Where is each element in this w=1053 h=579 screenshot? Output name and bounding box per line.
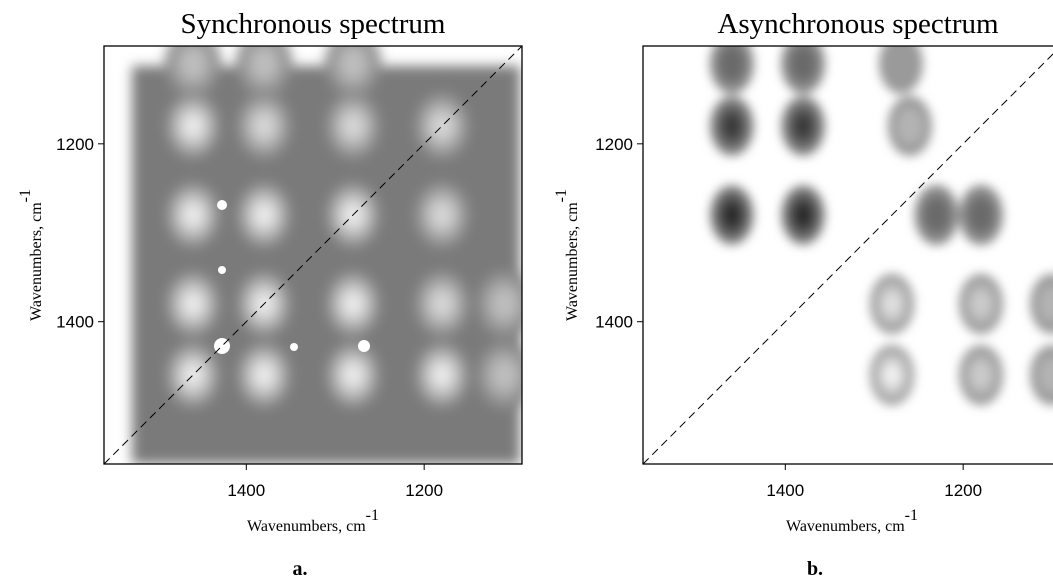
y-axis-label-synchronous: Wavenumbers, cm-1 <box>17 189 45 321</box>
contour-peak <box>184 205 201 225</box>
contour-peak <box>491 288 517 319</box>
contour-peak <box>345 365 361 385</box>
x-axis-label-asynchronous: Wavenumbers, cm-1 <box>786 507 918 535</box>
contour-peak <box>789 46 817 83</box>
panel-caption-b: b. <box>807 558 823 579</box>
plot-frame-asynchronous <box>642 45 1053 465</box>
contour-peak <box>256 365 273 385</box>
contour-peak <box>885 366 899 384</box>
x-tick-label: 1400 <box>766 481 804 500</box>
contour-peak <box>434 365 450 385</box>
x-tick-label: 1400 <box>227 481 265 500</box>
contour-peak <box>343 114 363 138</box>
contour-peak <box>796 206 810 224</box>
contour-peak <box>1038 356 1053 394</box>
sync-hole <box>358 340 370 352</box>
sync-hole <box>290 343 298 351</box>
y-tick-label: 1200 <box>56 135 94 154</box>
y-tick-label: 1200 <box>595 135 633 154</box>
contour-peak <box>884 293 900 315</box>
contour-peak <box>184 294 201 314</box>
diagonal-line-synchronous <box>103 45 523 465</box>
x-axis-label-synchronous: Wavenumbers, cm-1 <box>247 507 379 535</box>
contour-peak <box>432 203 452 227</box>
sync-hole <box>217 200 227 210</box>
contour-peak <box>340 48 366 79</box>
contour-peak <box>491 360 517 391</box>
contour-peak <box>432 292 452 316</box>
async-peaks <box>709 46 1053 406</box>
x-tick-label: 1200 <box>405 481 443 500</box>
contour-peak <box>184 365 201 385</box>
heatmap-asynchronous <box>643 46 1053 464</box>
contour-peak <box>967 196 995 234</box>
diagonal-line-asynchronous <box>642 53 1053 465</box>
contour-peak <box>896 107 924 145</box>
y-tick-label: 1400 <box>595 313 633 332</box>
contour-peak <box>251 48 277 79</box>
contour-peak <box>724 115 740 137</box>
x-tick-label: 1200 <box>944 481 982 500</box>
panel-asynchronous: Asynchronous spectrum 1400 1200 1200 1400 W… <box>553 8 1053 579</box>
contour-peak <box>971 290 991 318</box>
contour-peak <box>1038 285 1053 323</box>
chart-title-synchronous: Synchronous spectrum <box>181 8 446 40</box>
contour-peak <box>718 46 746 83</box>
panel-caption-a: a. <box>293 558 308 579</box>
plot-frame-synchronous <box>103 45 523 465</box>
contour-peak <box>432 114 452 138</box>
ticks-asynchronous: 1400 1200 1200 1400 <box>595 135 982 500</box>
contour-peak <box>184 116 201 136</box>
sync-peaks <box>164 46 522 410</box>
contour-peak <box>254 114 274 138</box>
y-axis-label-asynchronous: Wavenumbers, cm-1 <box>553 189 581 321</box>
contour-peak <box>878 46 923 94</box>
chart-title-asynchronous: Asynchronous spectrum <box>717 8 999 40</box>
sync-hole <box>218 266 226 274</box>
contour-peak <box>971 361 991 389</box>
y-tick-label: 1400 <box>56 313 94 332</box>
contour-peak <box>180 48 206 79</box>
contour-peak <box>256 205 273 225</box>
ticks-synchronous: 1400 1200 1200 1400 <box>56 135 443 500</box>
contour-peak <box>345 294 361 314</box>
contour-peak <box>725 206 739 224</box>
contour-peak <box>795 115 811 137</box>
contour-peak <box>923 196 950 234</box>
panel-synchronous: Synchronous spectrum 1400 1200 1200 1400 Wa… <box>17 8 523 579</box>
heatmap-synchronous <box>132 46 522 464</box>
